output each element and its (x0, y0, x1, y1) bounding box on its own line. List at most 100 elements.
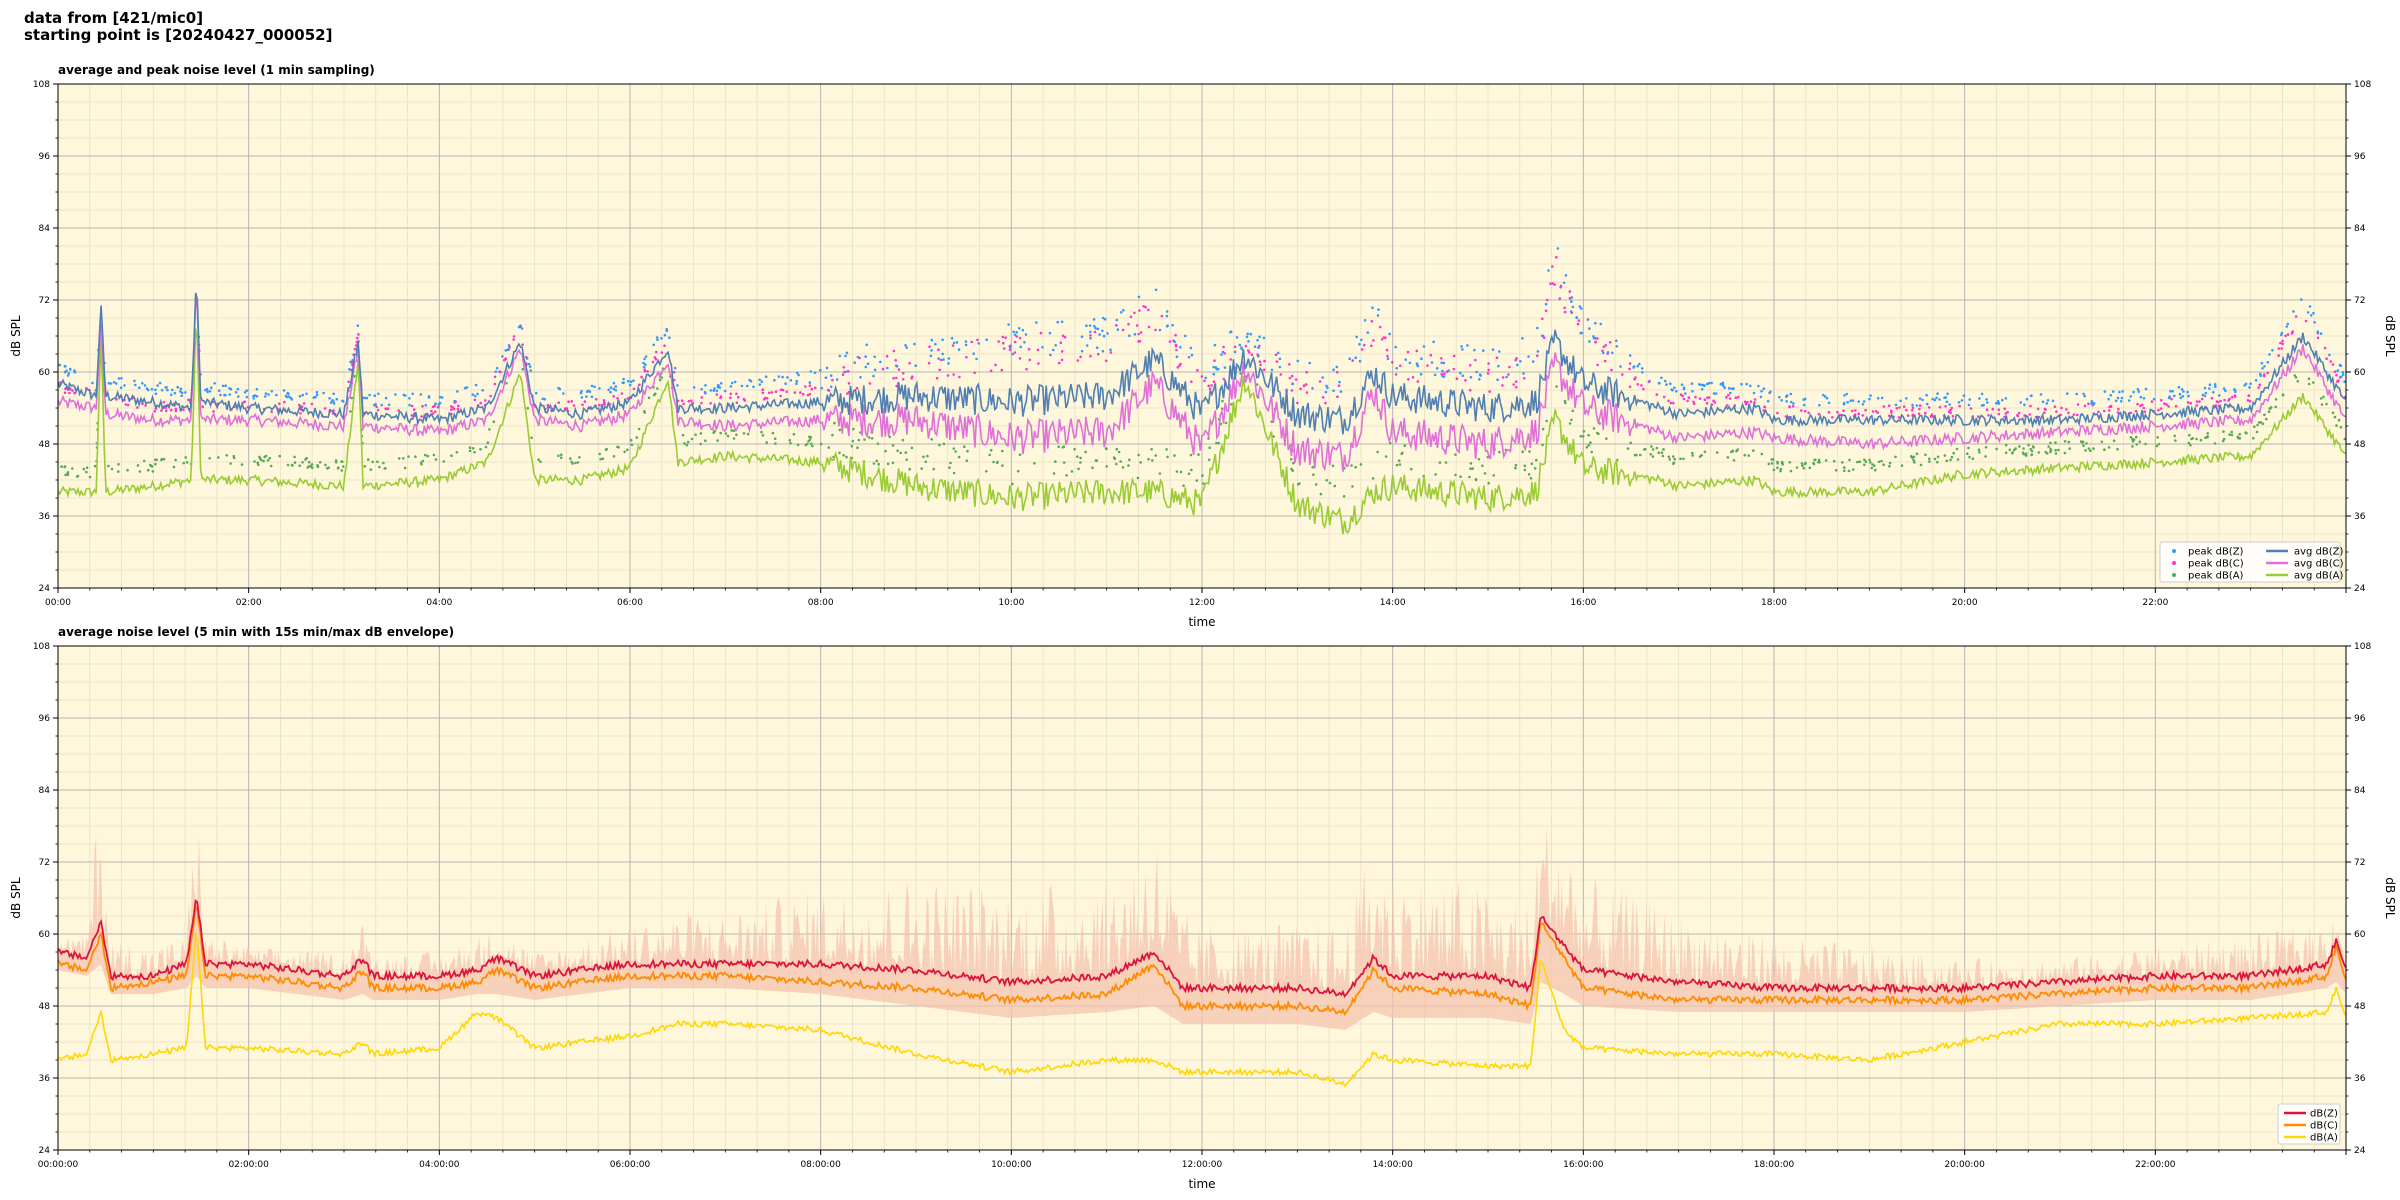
peak-dba-point (809, 442, 813, 446)
peak-dbz-point (2039, 393, 2043, 396)
peak-dbz-point (2121, 390, 2124, 393)
peak-dbz-point (1665, 383, 1668, 386)
peak-dbz-point (1128, 334, 1131, 338)
peak-dbz-point (1158, 328, 1162, 332)
peak-dba-point (2157, 442, 2161, 446)
peak-dba-point (1715, 451, 1719, 454)
peak-dba-point (1319, 492, 1323, 496)
peak-dbc-point (868, 382, 872, 385)
y-axis-label-right: dB SPL (2383, 315, 2397, 357)
peak-dbz-point (476, 392, 479, 396)
peak-dbc-point (1362, 343, 1366, 347)
peak-dbz-point (527, 362, 531, 366)
peak-dbc-point (770, 391, 774, 394)
peak-dbz-point (1818, 403, 1821, 407)
peak-dbc-point (2247, 394, 2251, 397)
peak-dbz-point (434, 402, 437, 406)
peak-dba-point (1195, 479, 1199, 482)
legend-box (2159, 541, 2341, 583)
peak-dbz-point (1339, 390, 1343, 393)
peak-dbc-point (2248, 399, 2252, 403)
peak-dbz-point (1420, 357, 1423, 361)
peak-dbz-point (1925, 393, 1928, 397)
peak-dbz-point (341, 399, 344, 403)
peak-dba-point (1296, 483, 1300, 486)
peak-dbz-point (109, 382, 113, 385)
peak-dbz-point (1256, 354, 1260, 357)
peak-dbz-point (964, 343, 968, 347)
peak-dbz-point (865, 343, 868, 347)
peak-dbc-point (2277, 347, 2281, 350)
peak-dba-point (293, 461, 297, 464)
peak-dba-point (2335, 424, 2338, 427)
peak-dbz-point (1432, 340, 1435, 344)
peak-dba-point (1817, 460, 1820, 464)
peak-dba-point (1215, 441, 1218, 445)
peak-dbc-point (1027, 347, 1031, 351)
peak-dbc-point (827, 388, 830, 392)
peak-dbz-point (587, 389, 590, 393)
peak-dbc-point (842, 366, 846, 369)
peak-dbc-point (2157, 408, 2160, 412)
peak-dbc-point (1839, 413, 1842, 417)
peak-dba-point (845, 455, 848, 459)
peak-dba-point (1498, 450, 1501, 454)
peak-dbz-point (1862, 400, 1866, 403)
peak-dba-point (1113, 457, 1117, 461)
peak-dbc-point (965, 356, 968, 359)
peak-dba-point (126, 468, 129, 472)
peak-dba-point (426, 454, 430, 458)
peak-dbz-point (612, 387, 616, 391)
peak-dba-point (1150, 447, 1153, 451)
peak-dbz-point (154, 388, 157, 392)
peak-dbz-point (1326, 386, 1329, 390)
peak-dba-point (1410, 467, 1413, 471)
peak-dbz-point (1703, 384, 1706, 388)
peak-dbz-point (704, 384, 707, 387)
peak-dba-point (2131, 437, 2134, 441)
legend-label: avg dB(A) (2294, 571, 2344, 582)
peak-dba-point (2030, 453, 2033, 457)
peak-dbc-point (938, 368, 941, 372)
peak-dba-point (2206, 432, 2209, 435)
peak-dbc-point (1127, 322, 1130, 326)
peak-dba-point (307, 460, 311, 464)
peak-dba-point (486, 441, 490, 445)
peak-dbz-point (255, 387, 259, 391)
peak-dba-point (2135, 443, 2138, 446)
peak-dba-point (2173, 434, 2176, 438)
x-tick-label: 16:00 (1570, 598, 1596, 608)
peak-dbz-point (2208, 383, 2212, 387)
x-tick-label: 22:00:00 (2135, 1160, 2176, 1170)
peak-dba-point (560, 453, 563, 457)
peak-dbz-point (1592, 337, 1596, 340)
peak-dbc-point (2290, 332, 2294, 335)
peak-dbc-point (799, 391, 802, 394)
peak-dbc-point (989, 369, 993, 373)
peak-dbz-point (719, 382, 723, 385)
x-tick-label: 18:00 (1761, 598, 1787, 608)
peak-dbz-point (829, 374, 833, 377)
peak-dba-point (324, 463, 327, 467)
peak-dba-point (66, 473, 70, 477)
peak-dbz-point (598, 387, 601, 390)
y-tick-label: 96 (39, 714, 51, 724)
peak-dbz-point (644, 363, 647, 366)
peak-dbz-point (1985, 398, 1988, 401)
peak-dbc-point (715, 393, 719, 396)
peak-dbz-point (2339, 364, 2343, 368)
peak-dbc-point (1949, 408, 1952, 412)
peak-dba-point (886, 462, 890, 466)
y-tick-label-right: 84 (2354, 224, 2366, 234)
peak-dbc-point (2060, 406, 2063, 410)
peak-dba-point (2252, 436, 2255, 440)
peak-dbc-point (270, 410, 274, 414)
peak-dbc-point (1997, 408, 2001, 412)
peak-dba-point (1587, 433, 1590, 437)
peak-dba-point (1139, 461, 1142, 464)
peak-dba-point (872, 462, 876, 465)
peak-dba-point (1221, 399, 1224, 403)
peak-dbc-point (71, 389, 74, 392)
dbc-line (57, 905, 2347, 1017)
peak-dbz-point (809, 370, 813, 373)
